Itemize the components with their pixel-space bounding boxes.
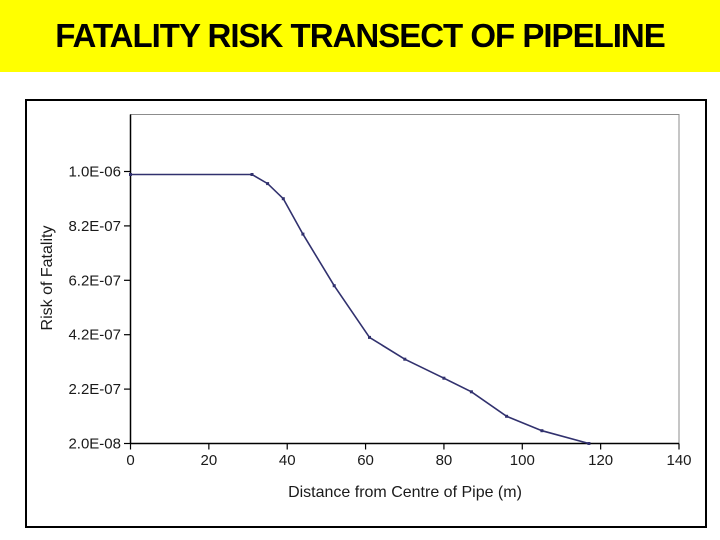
y-axis-title: Risk of Fatality [39, 226, 56, 331]
x-tick-label: 120 [588, 452, 613, 469]
y-tick-label: 8.2E-07 [68, 218, 121, 235]
y-tick-label: 6.2E-07 [68, 272, 121, 289]
series-point-marker [301, 232, 305, 236]
y-tick-label: 1.0E-06 [68, 164, 121, 181]
chart-frame [25, 99, 707, 528]
series-point-marker [403, 357, 407, 361]
slide-title: FATALITY RISK TRANSECT OF PIPELINE [55, 17, 666, 54]
series-point-marker [469, 390, 473, 394]
x-axis-ticks: 0 20 40 60 80 100 120 140 [126, 443, 692, 469]
series-point-marker [540, 429, 544, 433]
series-point-marker [332, 284, 336, 288]
series-point-marker [442, 376, 446, 380]
x-tick-label: 60 [357, 452, 374, 469]
title-banner: FATALITY RISK TRANSECT OF PIPELINE [0, 0, 720, 72]
risk-transect-series [129, 173, 591, 445]
y-tick-label: 2.2E-07 [68, 381, 121, 398]
series-point-marker [266, 182, 270, 186]
x-tick-label: 100 [510, 452, 535, 469]
y-tick-label: 4.2E-07 [68, 327, 121, 344]
x-tick-label: 40 [279, 452, 296, 469]
x-tick-label: 20 [201, 452, 218, 469]
series-point-marker [368, 335, 371, 339]
series-point-marker [250, 173, 254, 176]
series-point-marker [281, 197, 285, 201]
x-tick-label: 140 [666, 452, 691, 469]
series-point-marker [505, 414, 509, 418]
y-axis-ticks: 1.0E-06 8.2E-07 6.2E-07 4.2E-07 2.2E-07 2.0E-… [68, 164, 131, 453]
x-tick-label: 80 [436, 452, 453, 469]
y-tick-label: 2.0E-08 [68, 436, 121, 453]
x-tick-label: 0 [126, 452, 134, 469]
x-axis-title: Distance from Centre of Pipe (m) [288, 484, 522, 501]
series-point-marker [129, 173, 132, 176]
series-point-marker [587, 442, 591, 445]
